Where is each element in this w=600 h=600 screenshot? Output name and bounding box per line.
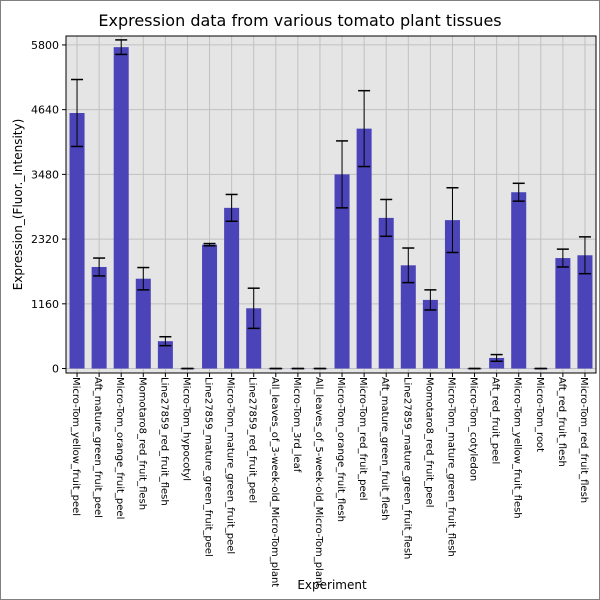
bar [400,265,416,369]
x-tick-label: Momotaro8_red_fruit_flesh [136,377,147,510]
y-axis-label: Expression_(Fluor._Intensity) [11,119,25,291]
y-tick-label: 0 [52,363,59,376]
plot-border [65,35,597,374]
x-tick-label: Momotaro8_red_fruit_peel [423,377,434,508]
y-tick-label: 4640 [31,104,59,117]
y-tick-label: 3480 [31,168,59,181]
x-tick-label: Micro-Tom_orange_fruit_peel [114,377,125,519]
bar [157,341,173,369]
plot-area [66,36,596,373]
bar [69,112,85,369]
y-tick-label: 1160 [31,298,59,311]
x-tick-label: Micro-Tom_yellow_fruit_peel [70,377,81,516]
x-tick-label: Micro-Tom_red_fruit_peel [357,377,368,501]
error-bars [71,39,591,370]
x-tick-label: Micro-Tom_hypocotyl [180,377,191,481]
bar [246,308,262,369]
x-tick-label: Micro-Tom_mature_green_fruit_flesh [445,377,456,557]
bar [135,278,151,369]
x-tick-label: Line27859_mature_green_fruit_flesh [401,377,412,559]
x-tick-label: Line27859_red_fruit_peel [247,377,258,503]
x-tick-label: Micro-Tom_orange_fruit_flesh [335,377,346,522]
x-tick-label: All_leaves_of_5-week-old_Micro-Tom_plant [313,377,324,587]
x-tick-label: Micro-Tom_root [534,377,545,452]
bar [91,266,107,369]
bar [113,47,129,369]
bar [489,357,505,369]
y-tick-label: 2320 [31,233,59,246]
x-tick-label: Aft_mature_green_fruit_peel [92,377,103,518]
bar [224,207,240,369]
bar [378,217,394,369]
bar [356,128,372,369]
x-tick-label: Line27859_red_fruit_flesh [158,377,169,506]
x-tick-label: All_leaves_of_3-week-old_Micro-Tom_plant [269,377,280,587]
x-tick-label: Micro-Tom_cotyledon [468,377,479,481]
x-tick-label: Aft_red_fruit_peel [490,377,501,464]
x-tick-label: Micro-Tom_3rd_leaf [291,377,302,473]
x-tick-label: Micro-Tom_red_fruit_flesh [578,377,589,503]
bar [511,192,527,369]
x-axis-ticks: Micro-Tom_yellow_fruit_peel Aft_mature_gr… [70,373,589,587]
bar [202,244,218,369]
bar [422,299,438,369]
x-tick-label: Micro-Tom_mature_green_fruit_peel [225,377,236,554]
x-tick-label: Aft_red_fruit_flesh [556,377,567,467]
bar [555,258,571,369]
bar [577,255,593,369]
x-tick-label: Line27859_mature_green_fruit_peel [203,377,214,557]
x-tick-label: Aft_mature_green_fruit_flesh [379,377,390,520]
y-tick-label: 5800 [31,39,59,52]
chart-title: Expression data from various tomato plan… [98,11,501,30]
bar [334,174,350,369]
bar [444,220,460,369]
x-axis-label: Experiment [297,578,367,592]
bars [69,47,593,370]
y-axis-ticks: 0 1160 2320 3480 4640 5800 [31,39,66,376]
x-tick-label: Micro-Tom_yellow_fruit_flesh [512,377,523,519]
